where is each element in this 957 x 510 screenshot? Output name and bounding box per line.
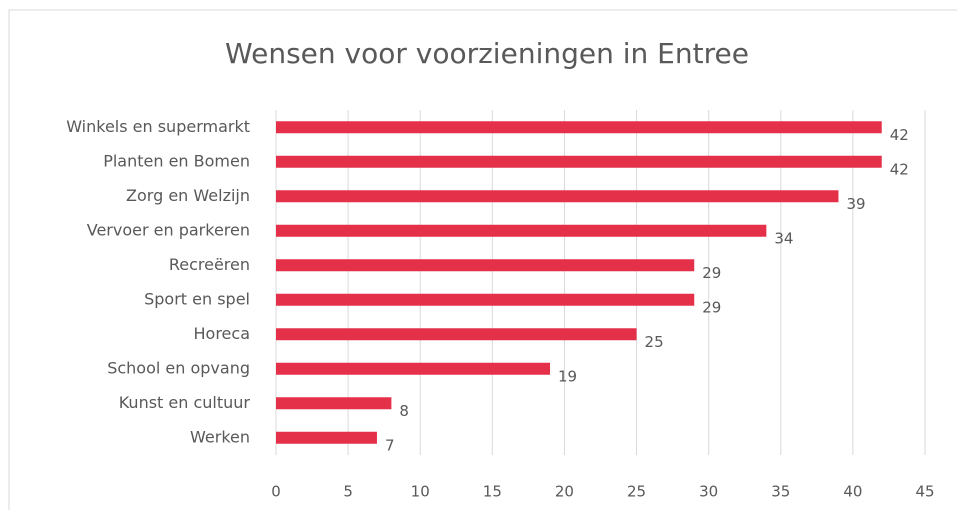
x-tick-label: 45 <box>915 483 934 501</box>
bar <box>276 121 882 134</box>
data-label: 19 <box>558 367 577 385</box>
bar <box>276 293 695 306</box>
x-tick-label: 15 <box>483 483 502 501</box>
chart-title: Wensen voor voorzieningen in Entree <box>225 37 749 70</box>
x-tick-label: 30 <box>699 483 718 501</box>
bar <box>276 397 392 410</box>
y-tick-label: Sport en spel <box>144 289 250 308</box>
y-tick-label: Planten en Bomen <box>103 151 250 170</box>
y-tick-label: Winkels en supermarkt <box>66 117 250 136</box>
data-label: 25 <box>645 333 664 351</box>
y-tick-label: Zorg en Welzijn <box>126 186 250 205</box>
bar <box>276 362 551 375</box>
x-tick-label: 20 <box>555 483 574 501</box>
data-label: 42 <box>890 160 909 178</box>
bar <box>276 259 695 272</box>
data-label: 29 <box>702 298 721 316</box>
data-label: 34 <box>774 229 793 247</box>
x-tick-label: 35 <box>771 483 790 501</box>
data-label: 7 <box>385 436 395 454</box>
data-label: 42 <box>890 126 909 144</box>
data-label: 8 <box>399 402 409 420</box>
y-tick-label: School en opvang <box>107 358 250 377</box>
y-tick-label: Kunst en cultuur <box>119 393 251 412</box>
y-tick-label: Recreëren <box>169 255 250 274</box>
x-tick-label: 10 <box>411 483 430 501</box>
data-label: 39 <box>846 195 865 213</box>
bar <box>276 155 882 168</box>
bar <box>276 190 839 203</box>
y-tick-label: Vervoer en parkeren <box>87 220 250 239</box>
bar <box>276 431 377 444</box>
x-tick-label: 25 <box>627 483 646 501</box>
x-tick-label: 40 <box>843 483 862 501</box>
y-tick-label: Werken <box>190 427 250 446</box>
bar <box>276 224 767 237</box>
y-tick-label: Horeca <box>194 324 251 343</box>
data-label: 29 <box>702 264 721 282</box>
x-tick-label: 0 <box>271 483 281 501</box>
bar <box>276 328 637 341</box>
x-tick-label: 5 <box>343 483 353 501</box>
